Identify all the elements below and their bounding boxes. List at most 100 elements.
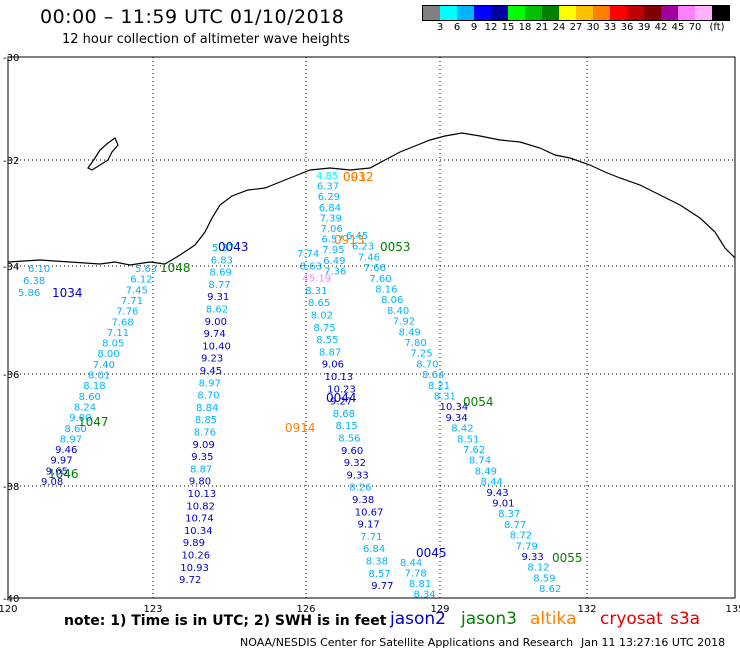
wave-height-color-legend <box>422 5 730 21</box>
lat-label: -30 <box>3 53 19 64</box>
swh-value: 6.83 <box>211 255 233 266</box>
page-title: 00:00 – 11:59 UTC 01/10/2018 <box>40 6 345 28</box>
swh-value: 4.85 <box>316 171 338 182</box>
swh-value: 10.40 <box>202 341 231 352</box>
satellite-altika: altika <box>530 609 577 629</box>
legend-tick: 42 <box>654 22 668 33</box>
swh-value: 8.81 <box>409 579 431 590</box>
swh-value: 7.45 <box>126 285 148 296</box>
swh-value: 9.06 <box>322 360 344 371</box>
swh-value: 8.69 <box>210 268 232 279</box>
lon-label: 132 <box>577 604 596 615</box>
swh-value: 6.12 <box>130 275 152 286</box>
swh-value: 8.65 <box>308 298 330 309</box>
pass-time-label: 0913 <box>334 233 365 247</box>
pass-time-label: 1046 <box>48 467 79 481</box>
lat-label: -36 <box>3 370 19 381</box>
swh-value: 9.17 <box>358 520 380 531</box>
swh-value: 7.95 <box>322 245 344 256</box>
swh-value: 8.72 <box>510 531 532 542</box>
lon-label: 135 <box>725 604 740 615</box>
swh-value: 8.31 <box>434 392 456 403</box>
swh-value: 6.10 <box>28 264 50 275</box>
swh-value: 9.23 <box>201 354 223 365</box>
legend-swatch <box>457 6 474 20</box>
legend-swatch <box>695 6 712 20</box>
legend-swatch <box>440 6 457 20</box>
swh-value: 9.33 <box>522 552 544 563</box>
swh-value: 8.21 <box>428 381 450 392</box>
legend-tick-labels: 3 6 9 12 15 18 21 24 27 30 33 36 39 42 45 70 (ft) <box>422 22 740 36</box>
swh-value: 8.42 <box>451 424 473 435</box>
swh-value: 10.13 <box>188 489 217 500</box>
legend-swatch <box>491 6 508 20</box>
pass-time-label: 0045 <box>416 546 447 560</box>
satellite-jason2: jason2 <box>390 609 446 629</box>
swh-value: 7.62 <box>463 445 485 456</box>
swh-value: 6.23 <box>352 242 374 253</box>
legend-tick: 9 <box>470 22 478 33</box>
swh-value: 8.44 <box>481 477 503 488</box>
swh-value: 9.01 <box>492 499 514 510</box>
swh-value: 8.38 <box>366 557 388 568</box>
pass-time-label: 0054 <box>463 395 494 409</box>
swh-value: 8.60 <box>79 392 101 403</box>
swh-value: 8.49 <box>399 327 421 338</box>
swh-value: 8.56 <box>338 434 360 445</box>
swh-value: 8.77 <box>504 520 526 531</box>
legend-swatch <box>678 6 695 20</box>
swh-value: 8.06 <box>381 295 403 306</box>
legend-swatch <box>593 6 610 20</box>
legend-tick: 15 <box>501 22 515 33</box>
swh-value: 9.89 <box>183 538 205 549</box>
swh-value: 7.74 <box>297 249 319 260</box>
swh-value: 6.37 <box>317 182 339 193</box>
swh-value: 6.29 <box>318 192 340 203</box>
swh-value: 9.60 <box>341 446 363 457</box>
swh-value: 7.11 <box>107 328 129 339</box>
swh-value: 10.26 <box>182 551 211 562</box>
legend-tick: 36 <box>620 22 634 33</box>
swh-value: 7.71 <box>121 296 143 307</box>
swh-value: 9.09 <box>192 440 214 451</box>
swh-value: 9.34 <box>445 413 467 424</box>
swh-value: 6.84 <box>319 203 341 214</box>
swh-value: 7.79 <box>516 541 538 552</box>
swh-value: 7.78 <box>405 569 427 580</box>
legend-tick: 45 <box>671 22 685 33</box>
swh-value: 8.75 <box>314 323 336 334</box>
legend-tick: 21 <box>535 22 549 33</box>
swh-value: 8.55 <box>316 335 338 346</box>
swh-value: 7.40 <box>93 360 115 371</box>
swh-value: 9.65 <box>46 466 68 477</box>
swh-value: 8.70 <box>416 359 438 370</box>
legend-swatch <box>474 6 491 20</box>
swh-value: 7.68 <box>112 317 134 328</box>
swh-value: 8.24 <box>74 402 96 413</box>
legend-tick: 33 <box>603 22 617 33</box>
swh-value: 9.46 <box>55 445 77 456</box>
swh-value: 45.19 <box>303 274 332 285</box>
legend-unit: (ft) <box>709 22 725 33</box>
lon-label: 120 <box>0 604 18 615</box>
swh-value: 6.38 <box>23 276 45 287</box>
swh-value: 8.77 <box>208 280 230 291</box>
satellite-s3a: s3a <box>670 609 701 629</box>
swh-value: 8.51 <box>457 434 479 445</box>
lat-label: -40 <box>3 594 19 605</box>
swh-value: 9.74 <box>203 329 225 340</box>
swh-value: 8.15 <box>336 421 358 432</box>
swh-value: 9.08 <box>41 477 63 488</box>
lat-label: -38 <box>3 482 19 493</box>
swh-value: 8.12 <box>527 563 549 574</box>
swh-value: 8.40 <box>387 306 409 317</box>
swh-value: 10.67 <box>355 507 384 518</box>
lat-label: -34 <box>3 262 19 273</box>
legend-swatch <box>644 6 661 20</box>
swh-value: 9.31 <box>207 292 229 303</box>
swh-value: 8.63 <box>300 261 322 272</box>
satellite-cryosat: cryosat <box>600 609 663 629</box>
swh-value: 6.45 <box>346 231 368 242</box>
swh-value: 8.37 <box>498 509 520 520</box>
swh-value: 9.77 <box>371 581 393 592</box>
